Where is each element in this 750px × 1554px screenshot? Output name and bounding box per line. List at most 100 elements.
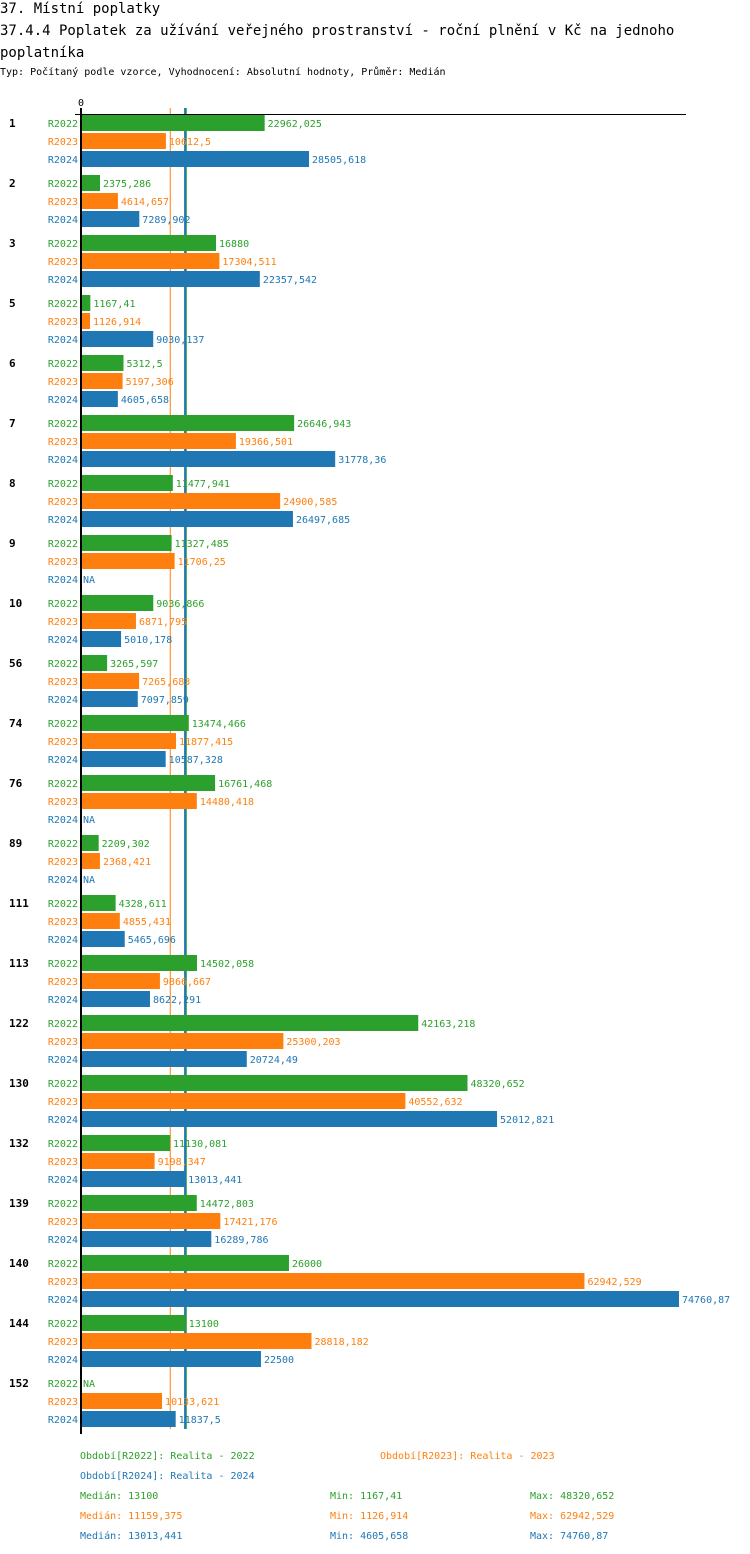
- stat-median-r2024: Medián: 13013,441: [80, 1531, 183, 1542]
- series-label: R2024: [48, 995, 78, 1006]
- series-label: R2022: [48, 179, 78, 190]
- data-label: 22357,542: [263, 275, 317, 286]
- bar-r2023: [82, 1033, 284, 1049]
- bar-r2023: [82, 193, 118, 209]
- data-label: 11327,485: [175, 539, 229, 550]
- bar-r2022: [82, 1255, 289, 1271]
- data-label: 24900,585: [283, 497, 337, 508]
- bar-r2022: [82, 775, 216, 791]
- bar-r2024: [82, 1351, 261, 1367]
- data-label: 17421,176: [223, 1217, 277, 1228]
- bar-r2023: [82, 1153, 155, 1169]
- bar-r2022: [82, 595, 154, 611]
- bar-r2024: [82, 211, 140, 227]
- category-label: 6: [9, 357, 16, 370]
- bar-r2023: [82, 733, 177, 749]
- series-label: R2024: [48, 455, 78, 466]
- legend-period-r2024: Období[R2024]: Realita - 2024: [80, 1471, 255, 1482]
- series-label: R2022: [48, 299, 78, 310]
- series-label: R2022: [48, 779, 78, 790]
- bar-r2022: [82, 1015, 419, 1031]
- data-label: 28505,618: [312, 155, 366, 166]
- bar-r2022: [82, 415, 295, 431]
- bar-r2022: [82, 1075, 468, 1091]
- series-label: R2024: [48, 755, 78, 766]
- bar-r2022: [82, 535, 172, 551]
- data-label: 19366,501: [239, 437, 293, 448]
- series-label: R2023: [48, 1037, 78, 1048]
- data-label: 14502,058: [200, 959, 254, 970]
- series-label: R2024: [48, 1115, 78, 1126]
- category-label: 76: [9, 777, 23, 790]
- series-label: R2024: [48, 1415, 78, 1426]
- series-label: R2023: [48, 917, 78, 928]
- category-label: 8: [9, 477, 16, 490]
- series-label: R2023: [48, 377, 78, 388]
- data-label: 26497,685: [296, 515, 350, 526]
- series-label: R2022: [48, 839, 78, 850]
- data-label: 10587,328: [169, 755, 223, 766]
- data-label: 1126,914: [93, 317, 141, 328]
- bar-r2024: [82, 1231, 212, 1247]
- data-label: 8622,291: [153, 995, 201, 1006]
- bar-r2022: [82, 175, 100, 191]
- category-label: 2: [9, 177, 16, 190]
- bar-r2022: [82, 1315, 186, 1331]
- category-label: 9: [9, 537, 16, 550]
- data-label: 10133,621: [165, 1397, 219, 1408]
- data-label: NA: [83, 875, 95, 886]
- data-label: 2368,421: [103, 857, 151, 868]
- data-label: 7097,859: [141, 695, 189, 706]
- bar-r2023: [82, 253, 220, 269]
- bar-r2023: [82, 373, 123, 389]
- series-label: R2022: [48, 1259, 78, 1270]
- data-label: 11837,5: [179, 1415, 221, 1426]
- bar-r2022: [82, 655, 108, 671]
- bar-r2023: [82, 133, 166, 149]
- data-label: NA: [83, 1379, 95, 1390]
- bar-r2024: [82, 631, 122, 647]
- data-label: 4605,658: [121, 395, 169, 406]
- bar-r2023: [82, 1273, 585, 1289]
- series-label: R2024: [48, 1295, 78, 1306]
- data-label: 9198,347: [158, 1157, 206, 1168]
- series-label: R2022: [48, 239, 78, 250]
- legend-period-r2022: Období[R2022]: Realita - 2022: [80, 1451, 255, 1462]
- series-label: R2023: [48, 737, 78, 748]
- series-label: R2023: [48, 677, 78, 688]
- series-label: R2023: [48, 977, 78, 988]
- data-label: 20724,49: [250, 1055, 298, 1066]
- bar-r2024: [82, 511, 293, 527]
- chart-meta: Typ: Počítaný podle vzorce, Vyhodnocení:…: [0, 67, 446, 78]
- data-label: 10612,5: [169, 137, 211, 148]
- data-label: 16289,786: [214, 1235, 268, 1246]
- series-label: R2022: [48, 539, 78, 550]
- series-label: R2023: [48, 557, 78, 568]
- bar-r2022: [82, 475, 173, 491]
- series-label: R2024: [48, 275, 78, 286]
- bar-r2024: [82, 691, 138, 707]
- data-label: 7265,683: [142, 677, 190, 688]
- series-label: R2023: [48, 437, 78, 448]
- category-label: 10: [9, 597, 22, 610]
- data-label: 26000: [292, 1259, 322, 1270]
- category-label: 1: [9, 117, 16, 130]
- series-label: R2023: [48, 497, 78, 508]
- data-label: 5465,696: [128, 935, 176, 946]
- bar-r2023: [82, 1213, 221, 1229]
- series-label: R2022: [48, 119, 78, 130]
- series-label: R2023: [48, 797, 78, 808]
- data-label: 40552,632: [408, 1097, 462, 1108]
- series-label: R2023: [48, 1157, 78, 1168]
- series-label: R2023: [48, 1337, 78, 1348]
- bar-r2023: [82, 673, 140, 689]
- data-label: 13474,466: [192, 719, 246, 730]
- series-label: R2022: [48, 719, 78, 730]
- data-label: 1167,41: [93, 299, 135, 310]
- series-label: R2022: [48, 359, 78, 370]
- bar-r2023: [82, 913, 120, 929]
- data-label: 22962,025: [268, 119, 322, 130]
- bar-r2023: [82, 553, 175, 569]
- data-label: NA: [83, 815, 95, 826]
- bar-r2023: [82, 1393, 163, 1409]
